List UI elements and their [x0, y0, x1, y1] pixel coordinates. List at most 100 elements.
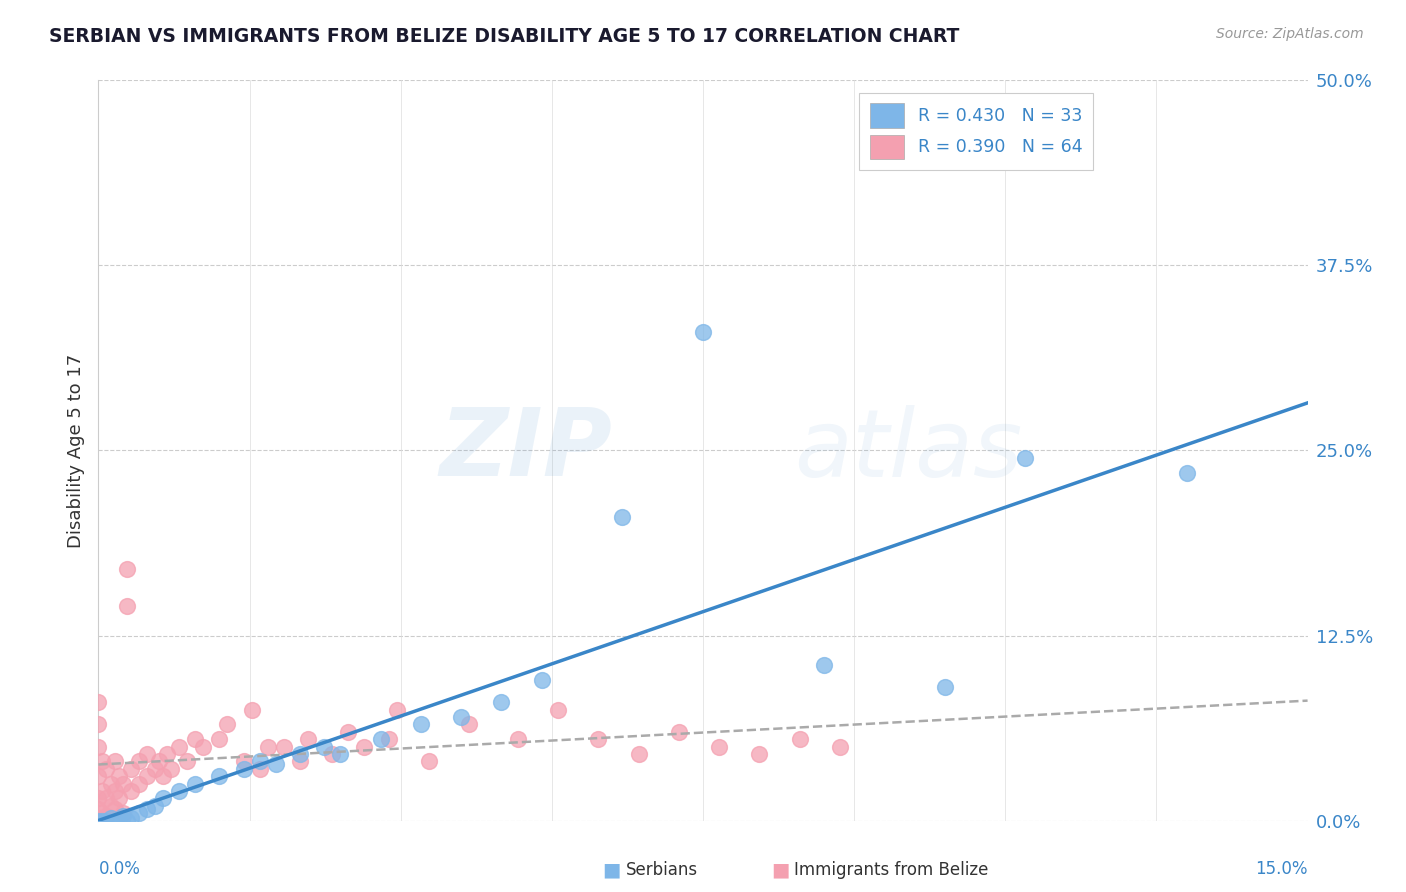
Point: [249, 762, 271, 776]
Point: [314, 739, 336, 754]
Point: [789, 732, 811, 747]
Point: [176, 755, 198, 769]
Point: [103, 814, 125, 828]
Point: [264, 757, 287, 772]
Point: [458, 717, 481, 731]
Point: [329, 747, 352, 761]
Point: [240, 703, 263, 717]
Point: [208, 769, 231, 783]
Point: [135, 802, 157, 816]
Text: atlas: atlas: [793, 405, 1022, 496]
Point: [111, 809, 134, 823]
Point: [1175, 466, 1198, 480]
Text: 0.0%: 0.0%: [98, 860, 141, 878]
Point: [103, 784, 125, 798]
Point: [337, 724, 360, 739]
Point: [135, 747, 157, 761]
Point: [96, 791, 118, 805]
Point: [385, 703, 408, 717]
Point: [321, 747, 343, 761]
Point: [692, 325, 714, 339]
Point: [232, 755, 254, 769]
Point: [143, 762, 166, 776]
Text: ■: ■: [770, 860, 790, 880]
Point: [87, 802, 110, 816]
Text: Immigrants from Belize: Immigrants from Belize: [794, 861, 988, 879]
Point: [450, 710, 472, 724]
Point: [135, 769, 157, 783]
Point: [87, 739, 110, 754]
Point: [87, 717, 110, 731]
Point: [273, 739, 295, 754]
Point: [506, 732, 529, 747]
Point: [418, 755, 440, 769]
Point: [748, 747, 770, 761]
Point: [96, 809, 118, 823]
Point: [87, 695, 110, 709]
Point: [87, 811, 110, 825]
Point: [193, 739, 215, 754]
Point: [208, 732, 231, 747]
Text: ZIP: ZIP: [440, 404, 613, 497]
Point: [107, 791, 129, 805]
Point: [87, 791, 110, 805]
Point: [103, 755, 125, 769]
Point: [370, 732, 392, 747]
Point: [156, 747, 179, 761]
Point: [934, 681, 956, 695]
Text: Source: ZipAtlas.com: Source: ZipAtlas.com: [1216, 27, 1364, 41]
Point: [217, 717, 239, 731]
Point: [115, 814, 138, 828]
Point: [167, 739, 190, 754]
Point: [232, 762, 254, 776]
Point: [103, 802, 125, 816]
Point: [148, 755, 170, 769]
Point: [627, 747, 650, 761]
Point: [107, 769, 129, 783]
Point: [115, 562, 138, 576]
Point: [111, 806, 134, 821]
Text: SERBIAN VS IMMIGRANTS FROM BELIZE DISABILITY AGE 5 TO 17 CORRELATION CHART: SERBIAN VS IMMIGRANTS FROM BELIZE DISABI…: [49, 27, 959, 45]
Point: [409, 717, 432, 731]
Point: [353, 739, 375, 754]
Point: [128, 806, 150, 821]
Point: [530, 673, 553, 687]
Point: [120, 762, 142, 776]
Point: [249, 755, 271, 769]
Point: [1014, 450, 1036, 465]
Point: [377, 732, 399, 747]
Point: [128, 776, 150, 791]
Point: [184, 732, 207, 747]
Point: [120, 784, 142, 798]
Point: [128, 755, 150, 769]
Text: Serbians: Serbians: [626, 861, 697, 879]
Point: [91, 784, 114, 798]
Point: [91, 814, 114, 828]
Point: [288, 755, 311, 769]
Point: [668, 724, 690, 739]
Point: [87, 814, 110, 828]
Point: [115, 599, 138, 613]
Point: [152, 769, 174, 783]
Point: [707, 739, 730, 754]
Legend: R = 0.430   N = 33, R = 0.390   N = 64: R = 0.430 N = 33, R = 0.390 N = 64: [859, 93, 1094, 169]
Point: [91, 755, 114, 769]
Point: [612, 510, 634, 524]
Point: [152, 791, 174, 805]
Point: [120, 811, 142, 825]
Point: [256, 739, 278, 754]
Point: [100, 798, 122, 813]
Text: ■: ■: [602, 860, 621, 880]
Point: [96, 814, 118, 828]
Point: [184, 776, 207, 791]
Point: [87, 769, 110, 783]
Point: [91, 806, 114, 821]
Point: [100, 776, 122, 791]
Point: [813, 658, 835, 673]
Point: [111, 776, 134, 791]
Point: [288, 747, 311, 761]
Text: 15.0%: 15.0%: [1256, 860, 1308, 878]
Point: [107, 814, 129, 828]
Point: [167, 784, 190, 798]
Y-axis label: Disability Age 5 to 17: Disability Age 5 to 17: [66, 353, 84, 548]
